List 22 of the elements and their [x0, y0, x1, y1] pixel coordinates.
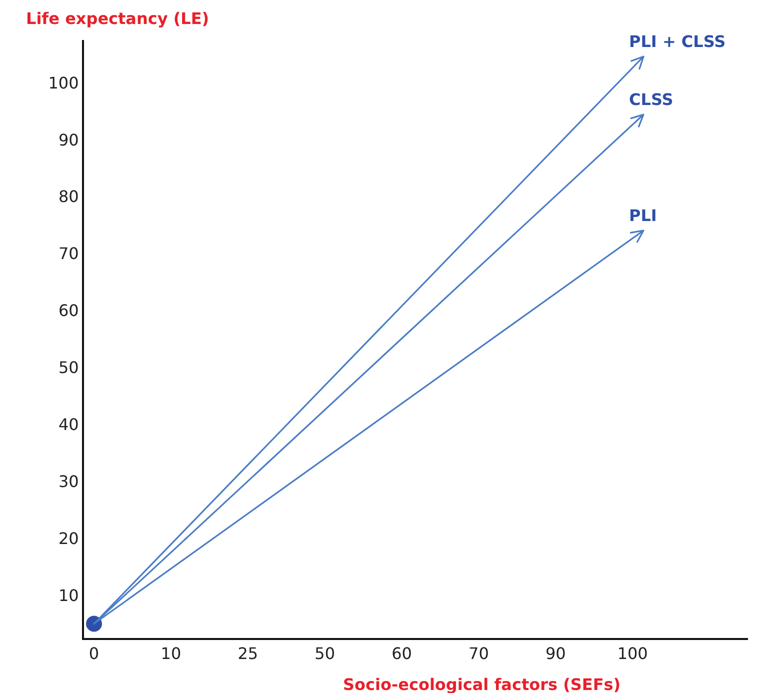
x-tick-label: 25 [238, 644, 258, 664]
y-tick-label: 100 [48, 73, 79, 92]
y-tick-label: 20 [58, 528, 79, 548]
annotation: PLI [629, 206, 657, 225]
y-tick-label: 30 [58, 472, 79, 491]
x-tick-label: 70 [468, 644, 489, 664]
x-tick-label: 0 [88, 644, 100, 664]
y-tick-label: 40 [58, 415, 79, 434]
y-tick-label: 90 [58, 130, 79, 150]
y-tick-label: 70 [58, 244, 79, 264]
x-tick-label: 100 [617, 644, 648, 664]
y-axis-title: Life expectancy (LE) [26, 9, 210, 28]
annotation: CLSS [629, 90, 674, 109]
annotation: PLI + CLSS [629, 32, 726, 51]
x-tick-label: 90 [545, 644, 566, 664]
y-tick-label: 50 [58, 358, 79, 378]
y-tick-label: 80 [58, 187, 79, 206]
x-tick-label: 10 [160, 644, 182, 664]
x-tick-label: 50 [314, 644, 336, 664]
y-tick-label: 60 [58, 301, 79, 320]
x-tick-label: 60 [392, 644, 412, 664]
y-tick-label: 10 [58, 586, 79, 605]
